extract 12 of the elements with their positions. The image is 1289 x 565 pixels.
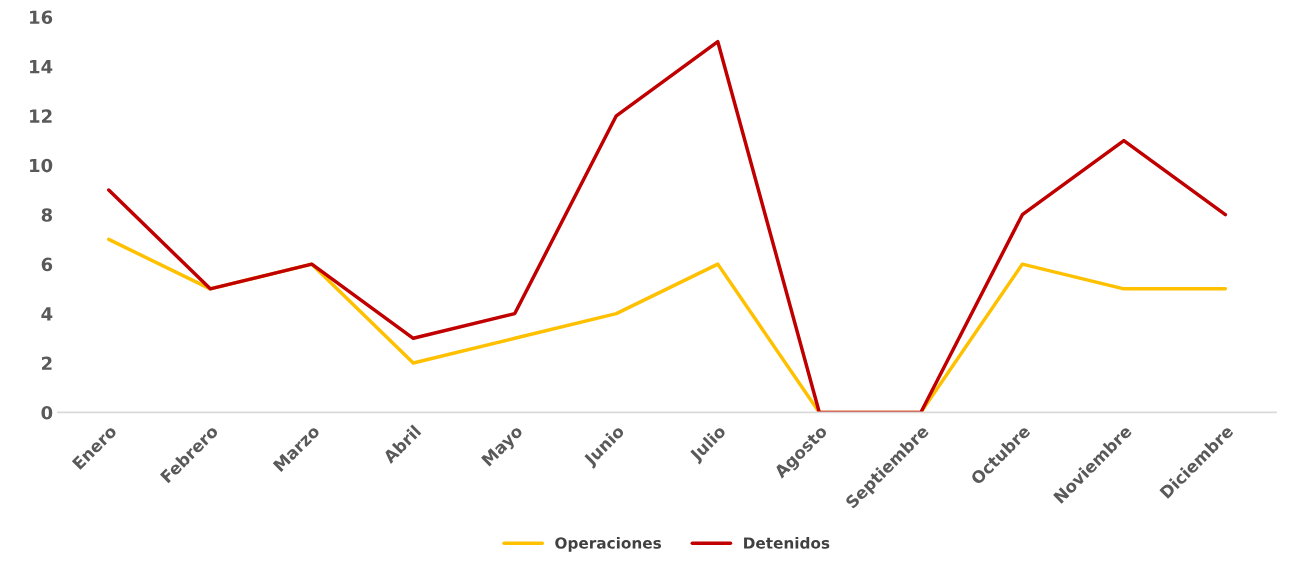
line-series [107,39,1228,413]
y-tick-label: 12 [30,109,52,123]
y-tick-label: 10 [30,158,53,173]
y-tick-label: 4 [41,307,53,321]
legend-label: Detenidos [744,536,830,549]
y-tick-label: 2 [42,356,52,370]
legend-label: Operaciones [555,536,662,552]
y-tick-label: 0 [41,405,53,420]
y-tick-label: 8 [41,208,53,222]
y-tick-label: 16 [30,10,53,25]
y-tick-label: 6 [41,257,53,272]
y-tick-label: 14 [30,60,53,74]
